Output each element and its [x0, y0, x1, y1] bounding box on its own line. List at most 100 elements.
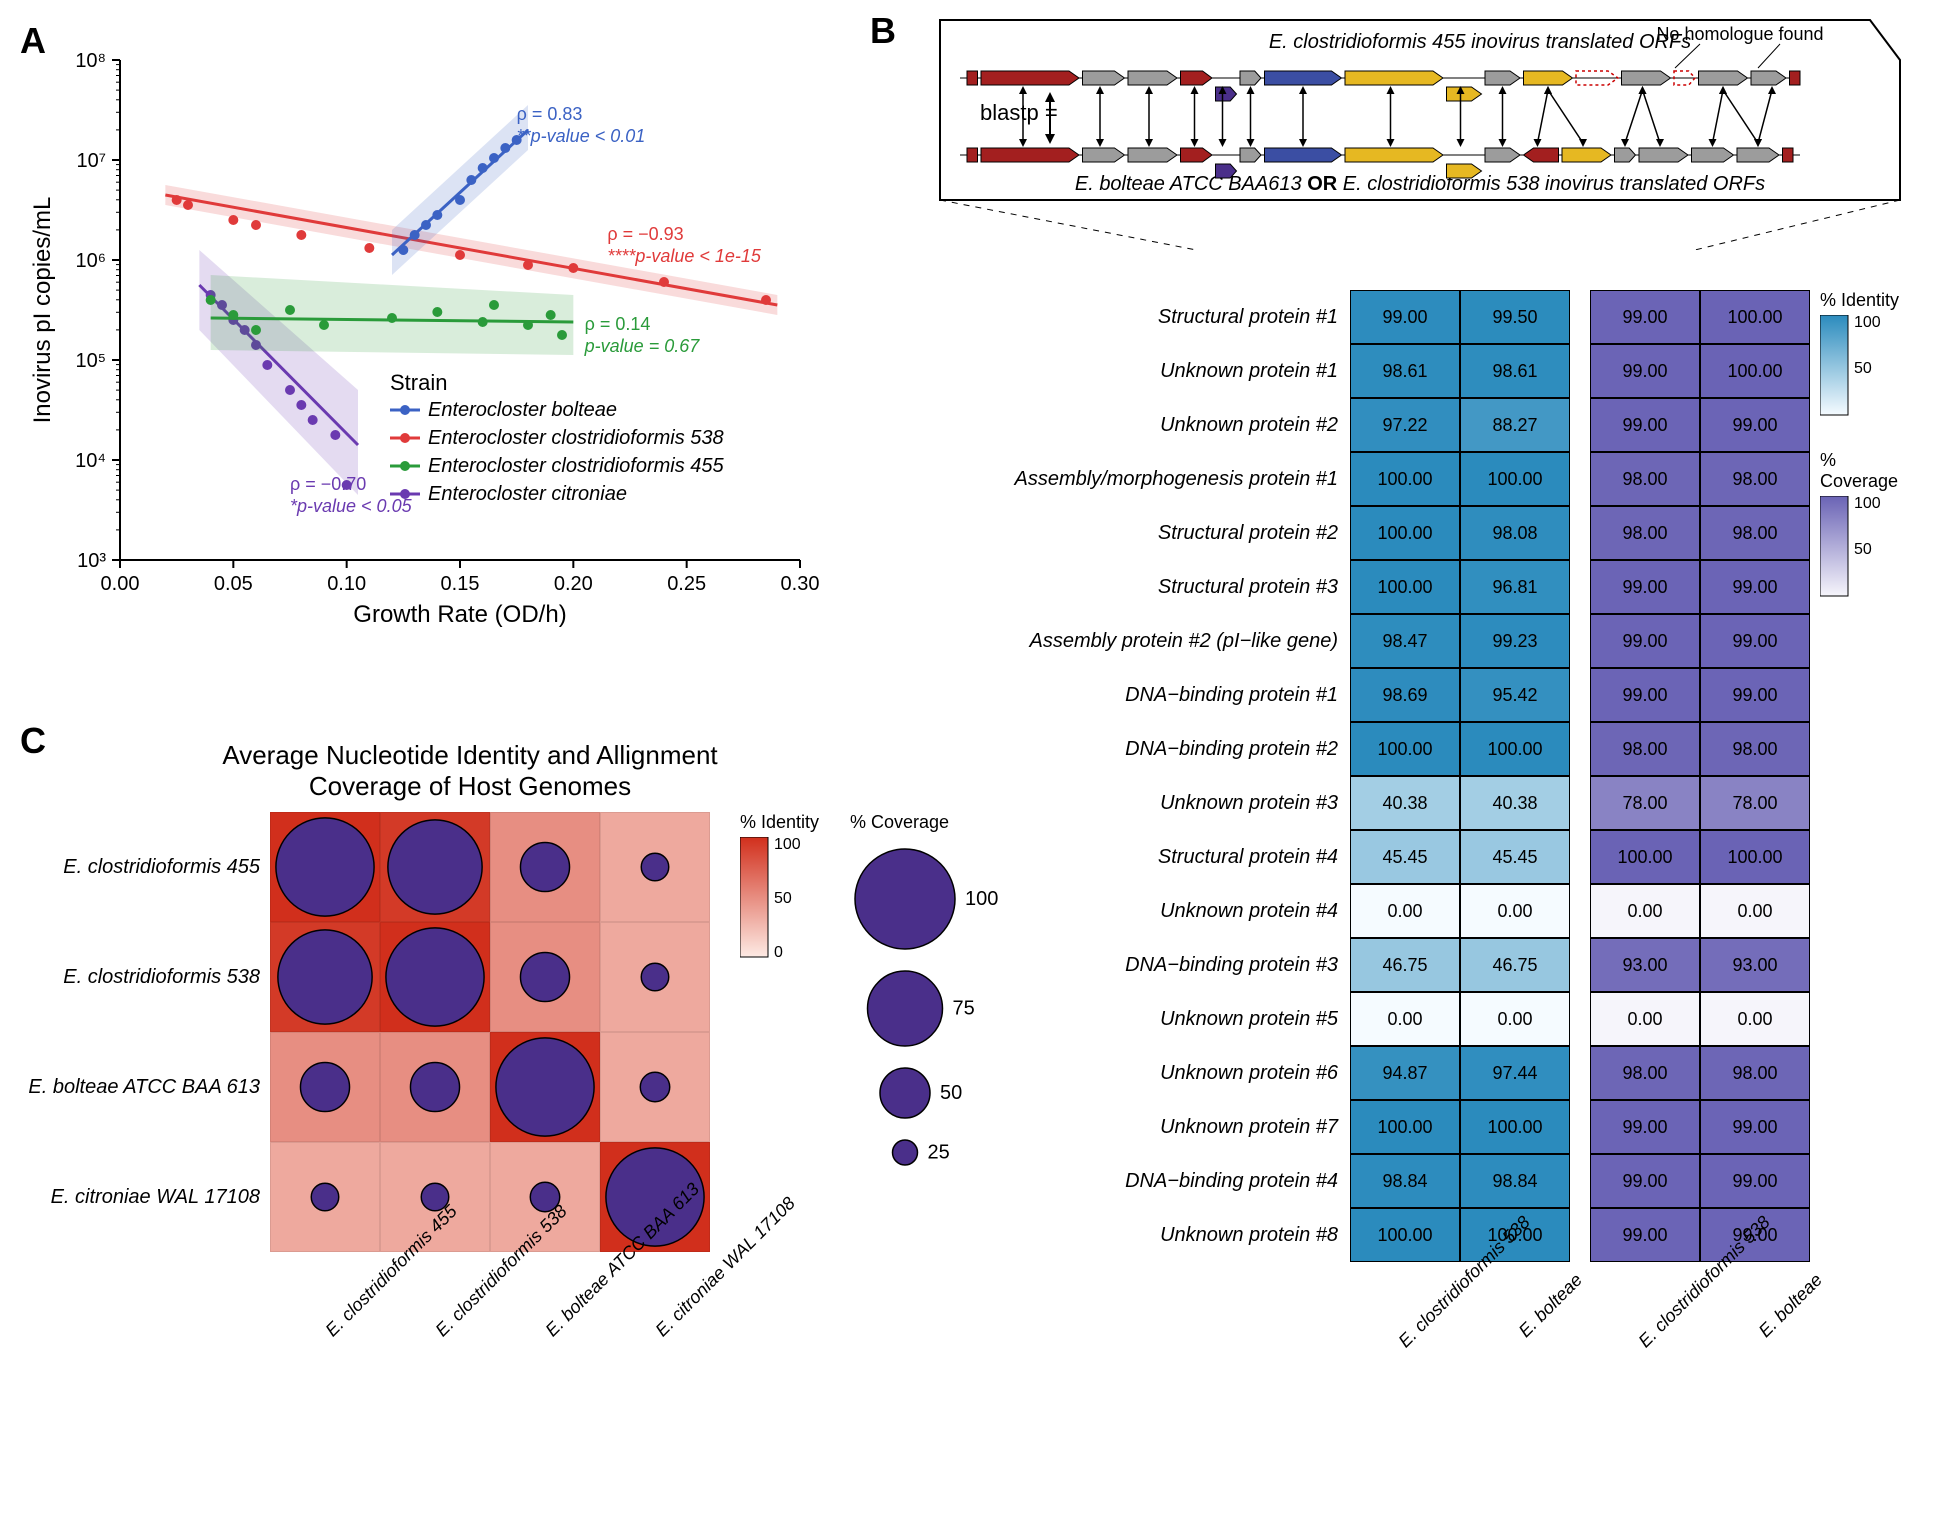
- svg-text:blastp =: blastp =: [980, 100, 1058, 125]
- orf-diagram: E. clostridioformis 455 inovirus transla…: [880, 10, 1930, 250]
- heatmap-row-label: Unknown protein #5: [1000, 992, 1350, 1046]
- heatmap-row-label: Unknown protein #6: [1000, 1046, 1350, 1100]
- heatmap-row: Unknown protein #297.2288.2799.0099.00: [1000, 398, 1900, 452]
- heatmap-row: Structural protein #199.0099.5099.00100.…: [1000, 290, 1900, 344]
- svg-text:Strain: Strain: [390, 370, 447, 395]
- svg-text:Enterocloster clostridioformis: Enterocloster clostridioformis 455: [428, 455, 725, 477]
- heatmap-identity-cell: 100.00: [1350, 1100, 1460, 1154]
- heatmap-coverage-cell: 99.00: [1700, 398, 1810, 452]
- color-legend: % Identity10050: [1820, 290, 1899, 425]
- heatmap-coverage-cell: 0.00: [1700, 884, 1810, 938]
- svg-text:ρ = −0.93: ρ = −0.93: [607, 224, 683, 244]
- heatmap-row-label: Unknown protein #4: [1000, 884, 1350, 938]
- svg-text:No homologue found: No homologue found: [1656, 24, 1823, 44]
- heatmap-coverage-cell: 99.00: [1700, 668, 1810, 722]
- svg-text:50: 50: [1854, 360, 1872, 377]
- heatmap-row-label: Unknown protein #1: [1000, 344, 1350, 398]
- heatmap-row: DNA−binding protein #198.6995.4299.0099.…: [1000, 668, 1900, 722]
- heatmap-row: Assembly protein #2 (pI−like gene)98.479…: [1000, 614, 1900, 668]
- svg-text:0.30: 0.30: [781, 573, 820, 595]
- panel-c: C Average Nucleotide Identity and Allign…: [20, 740, 920, 1460]
- svg-text:10⁶: 10⁶: [76, 250, 106, 272]
- heatmap-row-label: Assembly/morphogenesis protein #1: [1000, 452, 1350, 506]
- bubble-row-label: E. citroniae WAL 17108: [20, 1142, 260, 1252]
- svg-text:*p-value < 0.05: *p-value < 0.05: [290, 496, 413, 516]
- coverage-legend: % Coverage100755025: [850, 812, 1010, 1197]
- bubble-row: [270, 812, 710, 922]
- heatmap-coverage-cell: 98.00: [1590, 1046, 1700, 1100]
- heatmap-row-label: Structural protein #3: [1000, 560, 1350, 614]
- heatmap-coverage-cell: 78.00: [1700, 776, 1810, 830]
- bubble-cell: [380, 812, 490, 922]
- heatmap-coverage-cell: 100.00: [1700, 830, 1810, 884]
- heatmap-coverage-cell: 99.00: [1700, 1100, 1810, 1154]
- heatmap-coverage-cell: 98.00: [1590, 722, 1700, 776]
- svg-text:100: 100: [965, 888, 998, 910]
- heatmap-identity-cell: 0.00: [1350, 992, 1460, 1046]
- heatmap-identity-cell: 45.45: [1460, 830, 1570, 884]
- heatmap: Structural protein #199.0099.5099.00100.…: [1000, 290, 1900, 1331]
- bubble-cell: [270, 812, 380, 922]
- heatmap-coverage-cell: 99.00: [1590, 1100, 1700, 1154]
- heatmap-coverage-cell: 98.00: [1700, 506, 1810, 560]
- heatmap-identity-cell: 88.27: [1460, 398, 1570, 452]
- svg-text:Enterocloster citroniae: Enterocloster citroniae: [428, 483, 627, 505]
- heatmap-row-label: DNA−binding protein #3: [1000, 938, 1350, 992]
- svg-text:0.15: 0.15: [441, 573, 480, 595]
- bubble-cell: [270, 1032, 380, 1142]
- heatmap-identity-cell: 98.61: [1460, 344, 1570, 398]
- svg-text:Growth Rate (OD/h): Growth Rate (OD/h): [353, 601, 566, 628]
- bubble-cell: [380, 922, 490, 1032]
- heatmap-col-labels: E. clostridioformis 538E. bolteaeE. clos…: [1350, 1270, 1900, 1331]
- svg-text:****p-value < 1e-15: ****p-value < 1e-15: [607, 246, 762, 266]
- heatmap-identity-cell: 40.38: [1460, 776, 1570, 830]
- heatmap-coverage-cell: 99.00: [1590, 1154, 1700, 1208]
- svg-text:75: 75: [953, 998, 975, 1020]
- heatmap-coverage-cell: 99.00: [1590, 344, 1700, 398]
- heatmap-coverage-cell: 98.00: [1700, 1046, 1810, 1100]
- svg-text:10⁵: 10⁵: [75, 350, 106, 372]
- heatmap-row: Unknown protein #40.000.000.000.00: [1000, 884, 1900, 938]
- svg-text:E. clostridioformis 455 inovir: E. clostridioformis 455 inovirus transla…: [1269, 31, 1691, 53]
- svg-text:0.10: 0.10: [327, 573, 366, 595]
- heatmap-row-label: DNA−binding protein #4: [1000, 1154, 1350, 1208]
- svg-text:10⁸: 10⁸: [75, 50, 106, 72]
- heatmap-row-label: Unknown protein #3: [1000, 776, 1350, 830]
- heatmap-row-label: Structural protein #2: [1000, 506, 1350, 560]
- bubble-cell: [600, 922, 710, 1032]
- heatmap-identity-cell: 40.38: [1350, 776, 1460, 830]
- heatmap-identity-cell: 100.00: [1350, 722, 1460, 776]
- color-legend: % Coverage10050: [1820, 450, 1900, 606]
- heatmap-identity-cell: 100.00: [1350, 452, 1460, 506]
- heatmap-coverage-cell: 99.00: [1590, 398, 1700, 452]
- svg-text:p-value = 0.67: p-value = 0.67: [584, 336, 701, 356]
- svg-text:Enterocloster bolteae: Enterocloster bolteae: [428, 399, 617, 421]
- bubble-cell: [490, 812, 600, 922]
- svg-text:50: 50: [1854, 541, 1872, 558]
- heatmap-row: Unknown protein #7100.00100.0099.0099.00: [1000, 1100, 1900, 1154]
- heatmap-row: Unknown protein #50.000.000.000.00: [1000, 992, 1900, 1046]
- heatmap-coverage-cell: 98.00: [1700, 722, 1810, 776]
- heatmap-identity-cell: 100.00: [1350, 560, 1460, 614]
- svg-text:50: 50: [940, 1082, 962, 1104]
- svg-text:10⁴: 10⁴: [75, 450, 106, 472]
- heatmap-coverage-cell: 99.00: [1700, 560, 1810, 614]
- bubble-cell: [380, 1032, 490, 1142]
- svg-text:ρ = 0.14: ρ = 0.14: [585, 314, 651, 334]
- bubble-cell: [600, 1032, 710, 1142]
- heatmap-identity-cell: 99.00: [1350, 290, 1460, 344]
- heatmap-identity-cell: 100.00: [1350, 506, 1460, 560]
- heatmap-identity-cell: 100.00: [1460, 722, 1570, 776]
- heatmap-identity-cell: 100.00: [1460, 452, 1570, 506]
- svg-text:10³: 10³: [77, 550, 106, 572]
- svg-text:100: 100: [774, 837, 801, 853]
- heatmap-row-label: Structural protein #1: [1000, 290, 1350, 344]
- bubble-col-labels: E. clostridioformis 455E. clostridioform…: [270, 1252, 710, 1323]
- heatmap-coverage-cell: 100.00: [1590, 830, 1700, 884]
- panel-a: A 0.000.050.100.150.200.250.3010³10⁴10⁵1…: [20, 20, 820, 640]
- svg-text:Enterocloster clostridioformis: Enterocloster clostridioformis 538: [428, 427, 724, 449]
- heatmap-identity-cell: 98.61: [1350, 344, 1460, 398]
- heatmap-identity-cell: 0.00: [1460, 992, 1570, 1046]
- heatmap-identity-cell: 98.69: [1350, 668, 1460, 722]
- heatmap-row-label: Unknown protein #7: [1000, 1100, 1350, 1154]
